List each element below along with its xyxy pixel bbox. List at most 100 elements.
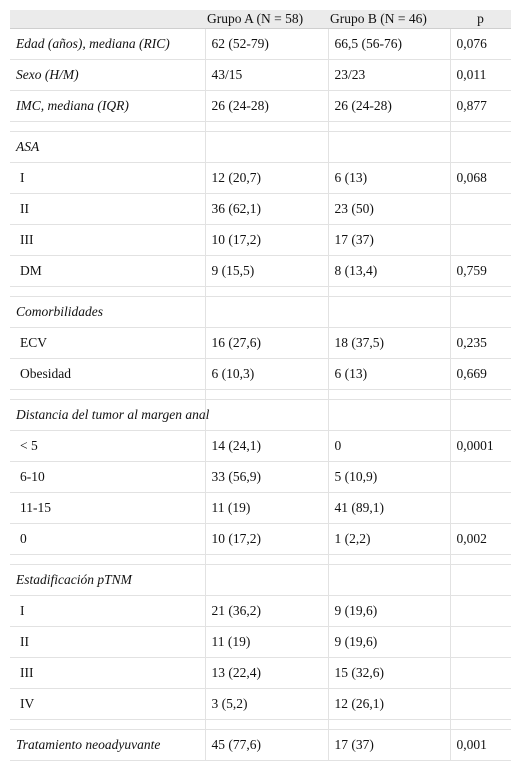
cell: 0,076 [449,28,511,60]
empty-cell [204,131,328,163]
cell: 14 (24,1) [204,430,328,462]
cell: 33 (56,9) [204,461,328,493]
data-row: 0 10 (17,2) 1 (2,2) 0,002 [10,523,511,555]
empty-cell [204,286,328,297]
data-row: 11-15 11 (19) 41 (89,1) [10,492,511,524]
cell: 17 (37) [327,224,450,256]
empty-cell [449,131,511,163]
data-row: < 5 14 (24,1) 0 0,0001 [10,430,511,462]
cell: 43/15 [204,59,328,91]
data-row: I 12 (20,7) 6 (13) 0,068 [10,162,511,194]
row-label: 6-10 [10,461,205,493]
row-label: Obesidad [10,358,205,390]
row-label: IMC, mediana (IQR) [10,90,205,122]
empty-cell [204,554,328,565]
cell: 41 (89,1) [327,492,450,524]
cell: 13 (22,4) [204,657,328,689]
cell: 0,235 [449,327,511,359]
cell: 8 (13,4) [327,255,450,287]
cell: 26 (24-28) [204,90,328,122]
cell: 10 (17,2) [204,523,328,555]
empty-cell [449,564,511,596]
empty-cell [10,719,205,730]
empty-cell [449,296,511,328]
empty-cell [204,389,328,400]
spacer-row [10,389,511,400]
cell [449,688,511,720]
section-title: ASA [10,131,205,163]
empty-cell [449,121,511,132]
empty-cell [204,564,328,596]
cell: 0,877 [449,90,511,122]
cell: 1 (2,2) [327,523,450,555]
data-row: DM 9 (15,5) 8 (13,4) 0,759 [10,255,511,287]
cell: 0,011 [449,59,511,91]
row-label: I [10,595,205,627]
cell: 6 (13) [327,162,450,194]
cell: 18 (37,5) [327,327,450,359]
cell: 11 (19) [204,626,328,658]
empty-cell [204,121,328,132]
cell: 12 (26,1) [327,688,450,720]
empty-cell [327,389,450,400]
row-label: Edad (años), mediana (RIC) [10,28,205,60]
row-label: Sexo (H/M) [10,59,205,91]
empty-cell [10,121,205,132]
header-cell: Grupo B (N = 46) [328,10,450,29]
row-label: 11-15 [10,492,205,524]
cell: 9 (19,6) [327,595,450,627]
cell: 0,001 [449,729,511,761]
cell [449,657,511,689]
row-label: DM [10,255,205,287]
spacer-row [10,286,511,297]
section-row: Comorbilidades [10,296,511,328]
data-row: III 10 (17,2) 17 (37) [10,224,511,256]
data-row: ECV 16 (27,6) 18 (37,5) 0,235 [10,327,511,359]
empty-cell [327,564,450,596]
section-title: Estadificación pTNM [10,564,205,596]
data-row: IMC, mediana (IQR) 26 (24-28) 26 (24-28) 0,… [10,90,511,122]
cell: 17 (37) [327,729,450,761]
header-cell: Grupo A (N = 58) [205,10,328,29]
section-row: ASA [10,131,511,163]
row-label: < 5 [10,430,205,462]
cell: 10 (17,2) [204,224,328,256]
cell [449,224,511,256]
data-row: Sexo (H/M) 43/15 23/23 0,011 [10,59,511,91]
spacer-row [10,554,511,565]
cell: 5 (10,9) [327,461,450,493]
cell: 0,759 [449,255,511,287]
cell: 9 (19,6) [327,626,450,658]
empty-cell [204,296,328,328]
cell: 12 (20,7) [204,162,328,194]
section-row: Estadificación pTNM [10,564,511,596]
spacer-row [10,121,511,132]
data-row: II 11 (19) 9 (19,6) [10,626,511,658]
data-row: I 21 (36,2) 9 (19,6) [10,595,511,627]
row-label: III [10,224,205,256]
empty-cell [449,554,511,565]
section-title: Distancia del tumor al margen anal [10,399,209,431]
empty-cell [327,286,450,297]
empty-cell [327,296,450,328]
empty-cell [449,286,511,297]
empty-cell [204,399,328,431]
table-header: Grupo A (N = 58) Grupo B (N = 46) p [10,10,511,29]
cell: 9 (15,5) [204,255,328,287]
row-label: 0 [10,523,205,555]
data-row: IV 3 (5,2) 12 (26,1) [10,688,511,720]
cell: 15 (32,6) [327,657,450,689]
data-row: Obesidad 6 (10,3) 6 (13) 0,669 [10,358,511,390]
cell [449,461,511,493]
table-body: Edad (años), mediana (RIC) 62 (52-79) 66,5… [10,28,511,761]
header-cell [10,10,205,29]
empty-cell [327,131,450,163]
data-row: Edad (años), mediana (RIC) 62 (52-79) 66,5… [10,28,511,60]
empty-cell [449,719,511,730]
row-label: I [10,162,205,194]
row-label: IV [10,688,205,720]
data-row: II 36 (62,1) 23 (50) [10,193,511,225]
cell: 0,068 [449,162,511,194]
cell: 45 (77,6) [204,729,328,761]
cell: 0,002 [449,523,511,555]
